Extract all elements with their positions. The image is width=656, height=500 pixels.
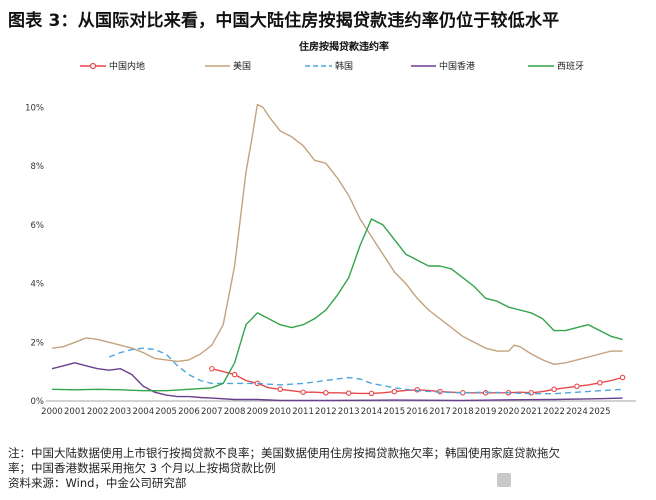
data-point-china <box>597 380 603 386</box>
data-point-china <box>231 371 238 378</box>
x-tick-label: 2008 <box>224 407 246 417</box>
note-line-1: 注：中国大陆数据使用上市银行按揭贷款不良率；美国数据使用住房按揭贷款拖欠率；韩国… <box>8 446 560 460</box>
line-chart: 住房按揭贷款违约率 中国内地 美国 韩国 中国香港 西班牙 0% 2% 4% 6% 8%… <box>25 40 636 417</box>
data-point-china <box>391 388 398 395</box>
x-tick-label: 2022 <box>543 407 565 417</box>
data-point-china <box>368 390 375 397</box>
y-tick-label: 8% <box>31 162 45 172</box>
legend-label-korea: 韩国 <box>335 60 353 72</box>
data-point-china <box>460 390 466 396</box>
y-axis-ticks: 0% 2% 4% 6% 8% 10% <box>25 103 44 407</box>
x-tick-label: 2019 <box>475 407 497 417</box>
data-point-china <box>323 390 329 396</box>
y-tick-label: 6% <box>31 221 45 231</box>
legend-item-spain: 西班牙 <box>528 60 584 72</box>
x-tick-label: 2002 <box>87 407 109 417</box>
legend-item-hongkong: 中国香港 <box>411 60 475 72</box>
data-point-china <box>574 383 580 390</box>
x-tick-label: 2024 <box>566 407 588 417</box>
figure-title: 图表 3：从国际对比来看，中国大陆住房按揭贷款违约率仍位于较低水平 <box>8 11 560 31</box>
series-line-spain <box>51 218 623 392</box>
data-point-china <box>277 386 283 393</box>
legend-item-korea: 韩国 <box>305 60 353 72</box>
series-layer <box>51 103 626 402</box>
x-tick-label: 2014 <box>361 407 383 417</box>
x-tick-label: 2009 <box>247 407 269 417</box>
image-placeholder-icon <box>497 473 511 487</box>
data-point-china <box>345 390 352 396</box>
data-point-china <box>619 374 626 381</box>
x-tick-label: 2006 <box>178 407 200 417</box>
legend-label-spain: 西班牙 <box>557 60 584 72</box>
legend-label-china: 中国内地 <box>109 60 145 72</box>
x-tick-label: 2004 <box>132 407 154 417</box>
note-line-2: 率；中国香港数据采用拖欠 3 个月以上按揭贷款比例 <box>8 461 276 475</box>
data-point-china <box>209 365 215 372</box>
x-axis-ticks: 2000 2001 2002 2003 2004 2005 2006 2007 2008 2009… <box>41 407 610 417</box>
legend-label-us: 美国 <box>233 60 251 72</box>
x-tick-label: 2025 <box>589 407 611 417</box>
x-tick-label: 2007 <box>201 407 223 417</box>
x-tick-label: 2016 <box>406 407 428 417</box>
legend-item-us: 美国 <box>205 60 251 72</box>
series-line-us <box>51 103 623 365</box>
data-point-china <box>300 389 306 395</box>
x-tick-label: 2011 <box>292 407 314 417</box>
x-tick-label: 2003 <box>110 407 132 417</box>
legend-label-hongkong: 中国香港 <box>439 60 475 72</box>
source-line: 资料来源：Wind，中金公司研究部 <box>8 476 187 490</box>
x-tick-label: 2017 <box>429 407 451 417</box>
chart-title: 住房按揭贷款违约率 <box>299 40 389 53</box>
x-tick-label: 2010 <box>269 407 291 417</box>
data-point-china <box>551 386 557 393</box>
x-tick-label: 2015 <box>384 407 406 417</box>
y-tick-label: 0% <box>31 397 45 407</box>
series-line-hongkong <box>51 362 623 402</box>
legend-item-china: 中国内地 <box>80 60 145 72</box>
data-point-china <box>528 390 535 396</box>
notes: 注：中国大陆数据使用上市银行按揭贷款不良率；美国数据使用住房按揭贷款拖欠率；韩国… <box>8 446 648 491</box>
x-tick-label: 2020 <box>498 407 520 417</box>
x-tick-label: 2021 <box>520 407 542 417</box>
y-tick-label: 10% <box>25 103 44 113</box>
series-line-korea <box>108 347 623 395</box>
x-tick-label: 2013 <box>338 407 360 417</box>
x-tick-label: 2000 <box>41 407 63 417</box>
x-tick-label: 2012 <box>315 407 337 417</box>
x-tick-label: 2005 <box>155 407 177 417</box>
x-tick-label: 2001 <box>64 407 86 417</box>
y-tick-label: 4% <box>31 280 45 290</box>
x-tick-label: 2018 <box>452 407 474 417</box>
legend: 中国内地 美国 韩国 中国香港 西班牙 <box>80 60 584 72</box>
legend-marker-china <box>89 62 97 70</box>
y-tick-label: 2% <box>31 338 45 348</box>
